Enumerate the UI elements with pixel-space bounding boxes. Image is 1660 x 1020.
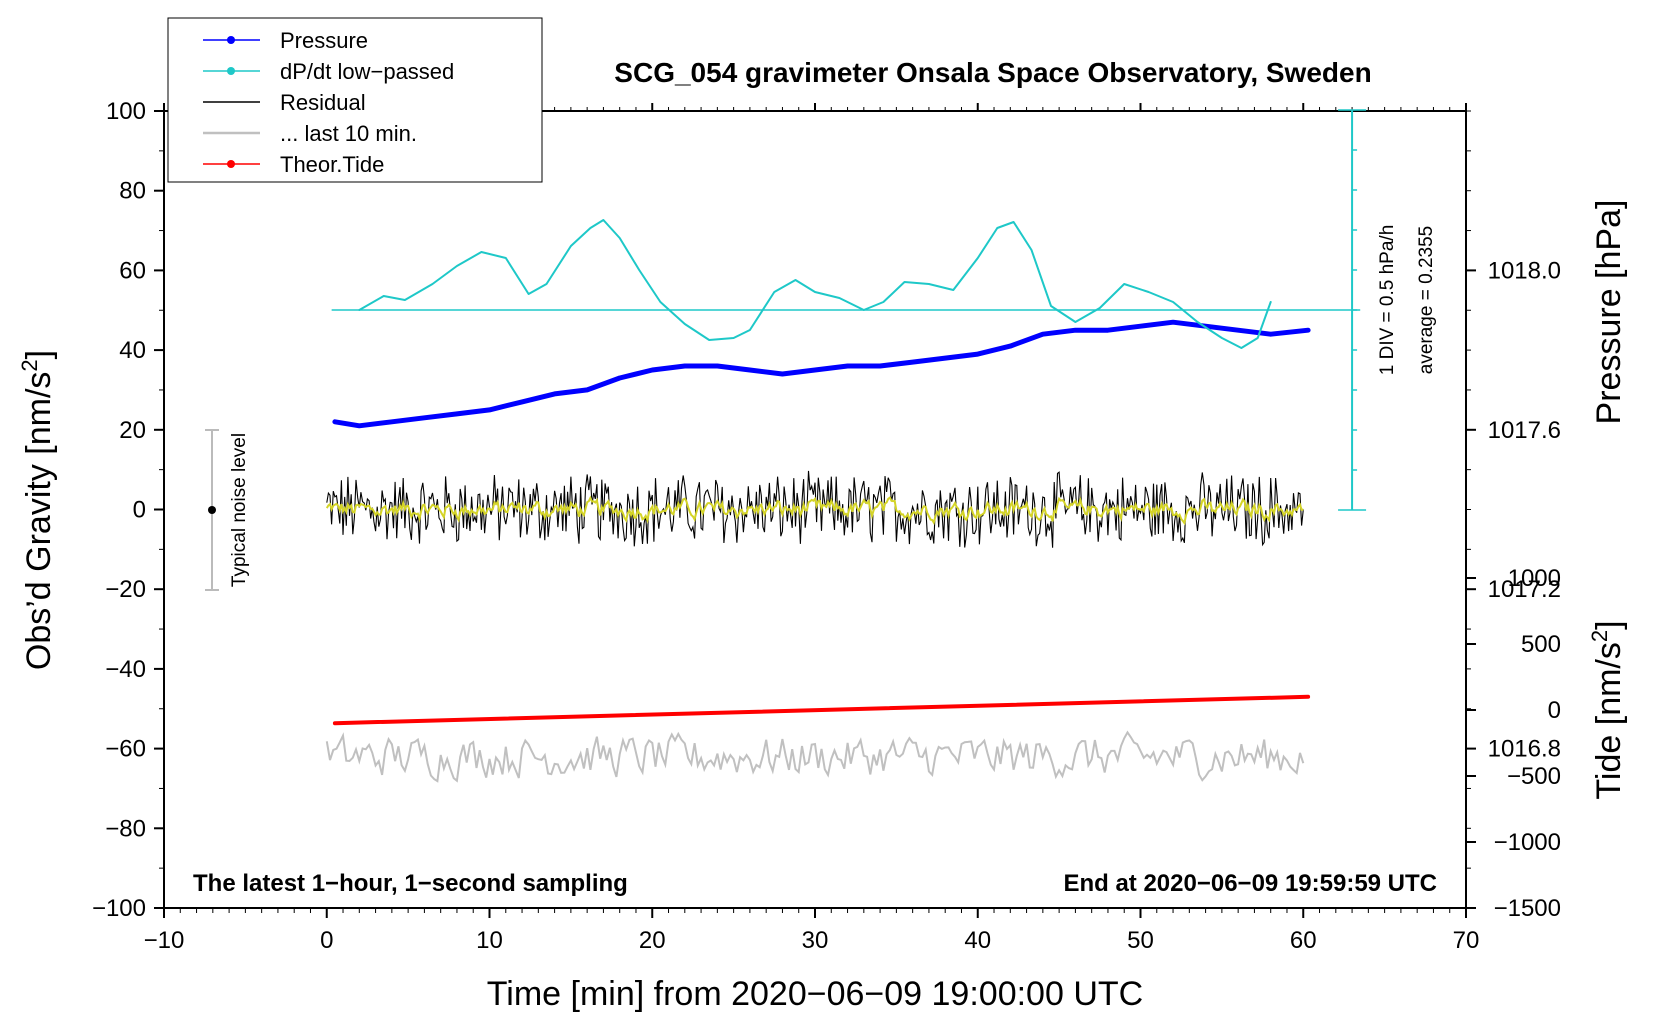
x-tick-label: 60 (1290, 927, 1317, 954)
y-tick-label: 0 (133, 497, 146, 524)
tide-tick-label: −1500 (1494, 895, 1561, 922)
x-axis: −10 0 10 20 30 40 50 60 70 (144, 103, 1480, 954)
x-axis-label: Time [min] from 2020−06−09 19:00:00 UTC (487, 975, 1143, 1013)
legend-marker (227, 67, 235, 75)
series-dp-dt-low-passed (358, 219, 1272, 349)
legend-label: Pressure (280, 28, 368, 53)
y-tick-label: 60 (119, 257, 146, 284)
y-tick-label: −100 (92, 895, 146, 922)
y-axis-gravity: 100 80 60 40 20 0 −20 −40 −60 −80 −100 (92, 98, 164, 922)
legend-label: Theor.Tide (280, 152, 384, 177)
y-tick-label: −80 (105, 815, 146, 842)
residual-series (326, 470, 1304, 548)
legend-marker (227, 36, 235, 44)
y-axis-label-gravity: Obs’d Gravity [nm/s2] (17, 350, 58, 670)
y-tick-label: 20 (119, 417, 146, 444)
annotation-latest-hour: The latest 1−hour, 1−second sampling (193, 870, 628, 897)
y-axis-tide: 1000 500 0 −500 −1000 −1500 (1466, 565, 1561, 922)
legend: Pressure dP/dt low−passed Residual ... last… (167, 17, 543, 183)
series-pressure (332, 319, 1311, 429)
legend-label: Residual (280, 90, 366, 115)
legend-label: ... last 10 min. (280, 121, 417, 146)
noise-level-label: Typical noise level (229, 433, 250, 587)
series-theor-tide (332, 694, 1311, 726)
x-tick-label: 30 (802, 927, 829, 954)
x-tick-label: 40 (964, 927, 991, 954)
noise-level-bar (205, 429, 219, 591)
series-layer (325, 219, 1361, 783)
tide-tick-label: 1000 (1508, 565, 1561, 592)
ddt-average-label: average = 0.2355 (1416, 226, 1437, 374)
x-tick-label: 10 (476, 927, 503, 954)
y-axis-pressure: 1018.0 1017.6 1017.2 1016.8 (1466, 110, 1561, 909)
x-tick-label: 20 (639, 927, 666, 954)
legend-label: dP/dt low−passed (280, 59, 454, 84)
pressure-tick-label: 1017.6 (1488, 417, 1561, 444)
ddt-scale-label: 1 DIV = 0.5 hPa/h (1377, 225, 1398, 376)
y-axis-label-pressure: Pressure [hPa] (1590, 200, 1628, 425)
x-tick-label: 50 (1127, 927, 1154, 954)
residual-smoothed-series (325, 495, 1304, 526)
y-tick-label: 80 (119, 178, 146, 205)
annotation-end-time: End at 2020−06−09 19:59:59 UTC (1063, 870, 1437, 897)
tide-tick-label: 500 (1521, 631, 1561, 658)
y-tick-label: −60 (105, 736, 146, 763)
legend-marker (227, 160, 235, 168)
x-tick-label: −10 (144, 927, 185, 954)
tide-tick-label: 0 (1548, 697, 1561, 724)
residual-last10-series (325, 730, 1305, 783)
chart-title: SCG_054 gravimeter Onsala Space Observat… (614, 57, 1371, 88)
y-axis-label-tide: Tide [nm/s2] (1587, 620, 1628, 799)
pressure-tick-label: 1017.2 (1488, 576, 1561, 603)
y-tick-label: −20 (105, 576, 146, 603)
y-tick-label: 100 (106, 98, 146, 125)
tide-tick-label: −500 (1507, 763, 1561, 790)
y-tick-label: −40 (105, 656, 146, 683)
tide-tick-label: −1000 (1494, 829, 1561, 856)
x-tick-label: 0 (320, 927, 333, 954)
pressure-tick-label: 1016.8 (1488, 736, 1561, 763)
x-tick-label: 70 (1453, 927, 1480, 954)
y-tick-label: 40 (119, 337, 146, 364)
pressure-tick-label: 1018.0 (1488, 257, 1561, 284)
